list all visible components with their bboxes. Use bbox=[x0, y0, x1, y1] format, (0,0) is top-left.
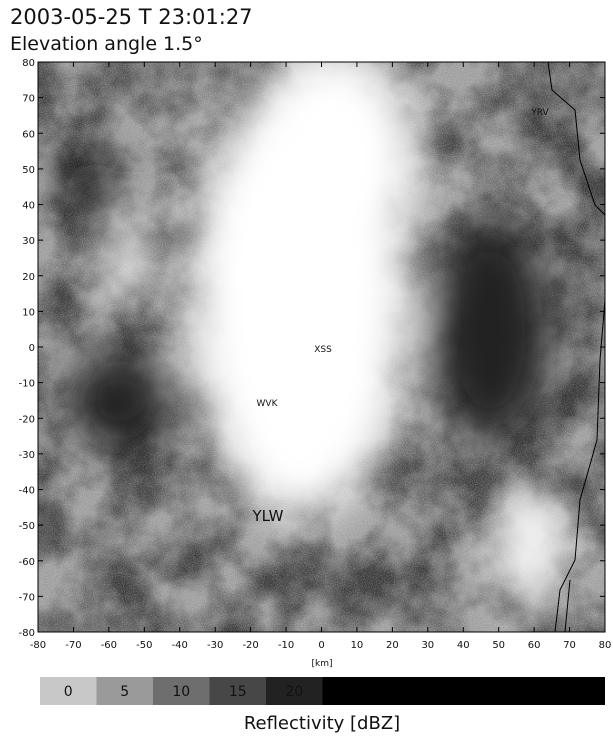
y-tick-label: 30 bbox=[22, 236, 35, 247]
colorbar-overflow bbox=[323, 677, 606, 705]
x-tick-label: 0 bbox=[318, 640, 324, 651]
x-tick-label: -10 bbox=[278, 640, 294, 651]
y-tick-label: 0 bbox=[29, 343, 35, 354]
station-label: WVK bbox=[257, 399, 279, 409]
station-label: XSS bbox=[314, 345, 332, 355]
x-tick-label: -60 bbox=[101, 640, 117, 651]
x-tick-label: -20 bbox=[242, 640, 258, 651]
y-tick-label: 40 bbox=[22, 201, 35, 212]
y-tick-label: -80 bbox=[19, 628, 35, 639]
y-tick-label: 50 bbox=[22, 165, 35, 176]
y-tick-label: -20 bbox=[19, 414, 35, 425]
station-label: YLW bbox=[252, 507, 284, 525]
y-tick-label: -50 bbox=[19, 521, 35, 532]
x-tick-label: 50 bbox=[492, 640, 505, 651]
y-tick-label: -40 bbox=[19, 486, 35, 497]
y-tick-label: 10 bbox=[22, 307, 35, 318]
colorbar-label: 5 bbox=[120, 684, 129, 700]
x-tick-label: 10 bbox=[351, 640, 364, 651]
y-tick-label: -60 bbox=[19, 557, 35, 568]
y-tick-label: -70 bbox=[19, 592, 35, 603]
x-tick-label: 80 bbox=[599, 640, 612, 651]
x-tick-label: -30 bbox=[207, 640, 223, 651]
subtitle: Elevation angle 1.5° bbox=[10, 33, 203, 55]
x-tick-label: -40 bbox=[172, 640, 188, 651]
colorbar-label: 20 bbox=[285, 684, 303, 700]
y-tick-label: -10 bbox=[19, 379, 35, 390]
x-tick-label: 30 bbox=[421, 640, 434, 651]
colorbar-label: 10 bbox=[172, 684, 190, 700]
x-tick-label: -70 bbox=[65, 640, 81, 651]
x-tick-label: -80 bbox=[30, 640, 46, 651]
title: 2003-05-25 T 23:01:27 bbox=[10, 5, 253, 29]
colorbar-title: Reflectivity [dBZ] bbox=[244, 713, 400, 734]
y-tick-label: 80 bbox=[22, 58, 35, 69]
y-tick-label: 20 bbox=[22, 272, 35, 283]
colorbar-label: 0 bbox=[64, 684, 73, 700]
x-tick-label: 70 bbox=[563, 640, 576, 651]
radar-page: 2003-05-25 T 23:01:27 Elevation angle 1.… bbox=[0, 0, 613, 738]
x-axis-label: [km] bbox=[311, 659, 332, 669]
x-tick-label: 40 bbox=[457, 640, 470, 651]
y-tick-label: -30 bbox=[19, 450, 35, 461]
station-label: YRV bbox=[530, 108, 549, 118]
y-tick-label: 60 bbox=[22, 129, 35, 140]
x-tick-label: 60 bbox=[528, 640, 541, 651]
radar-field bbox=[38, 50, 605, 632]
colorbar-label: 15 bbox=[229, 684, 247, 700]
x-tick-label: -50 bbox=[136, 640, 152, 651]
x-tick-label: 20 bbox=[386, 640, 399, 651]
y-tick-label: 70 bbox=[22, 94, 35, 105]
